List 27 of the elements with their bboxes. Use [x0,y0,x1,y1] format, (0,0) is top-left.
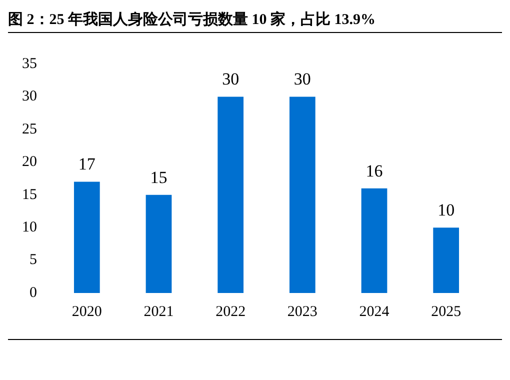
y-tick-label: 15 [22,186,37,203]
y-tick-label: 5 [30,252,37,268]
data-label: 17 [78,154,96,174]
bar [74,182,100,293]
bar [289,96,316,293]
data-label: 15 [150,168,168,187]
bar [146,194,172,293]
data-label: 30 [294,70,311,89]
x-tick-label: 2022 [216,304,246,320]
x-tick-label: 2021 [144,304,174,320]
data-label: 30 [222,70,240,89]
bar [433,228,460,293]
data-label: 10 [438,200,455,220]
y-tick-label: 20 [22,154,37,170]
bar [218,96,244,293]
y-tick-label: 30 [22,88,37,105]
x-tick-label: 2020 [72,304,102,320]
chart-title: 图 2：25 年我国人身险公司亏损数量 10 家，占比 13.9% [8,10,376,30]
x-tick-label: 2023 [287,304,318,320]
y-tick-label: 0 [30,284,37,301]
bar [361,188,388,293]
x-tick-label: 2024 [359,304,390,320]
y-tick-label: 10 [22,220,37,236]
x-tick-label: 2025 [431,304,462,320]
y-tick-label: 35 [22,56,37,72]
y-tick-label: 25 [22,121,37,138]
data-label: 16 [366,161,383,180]
